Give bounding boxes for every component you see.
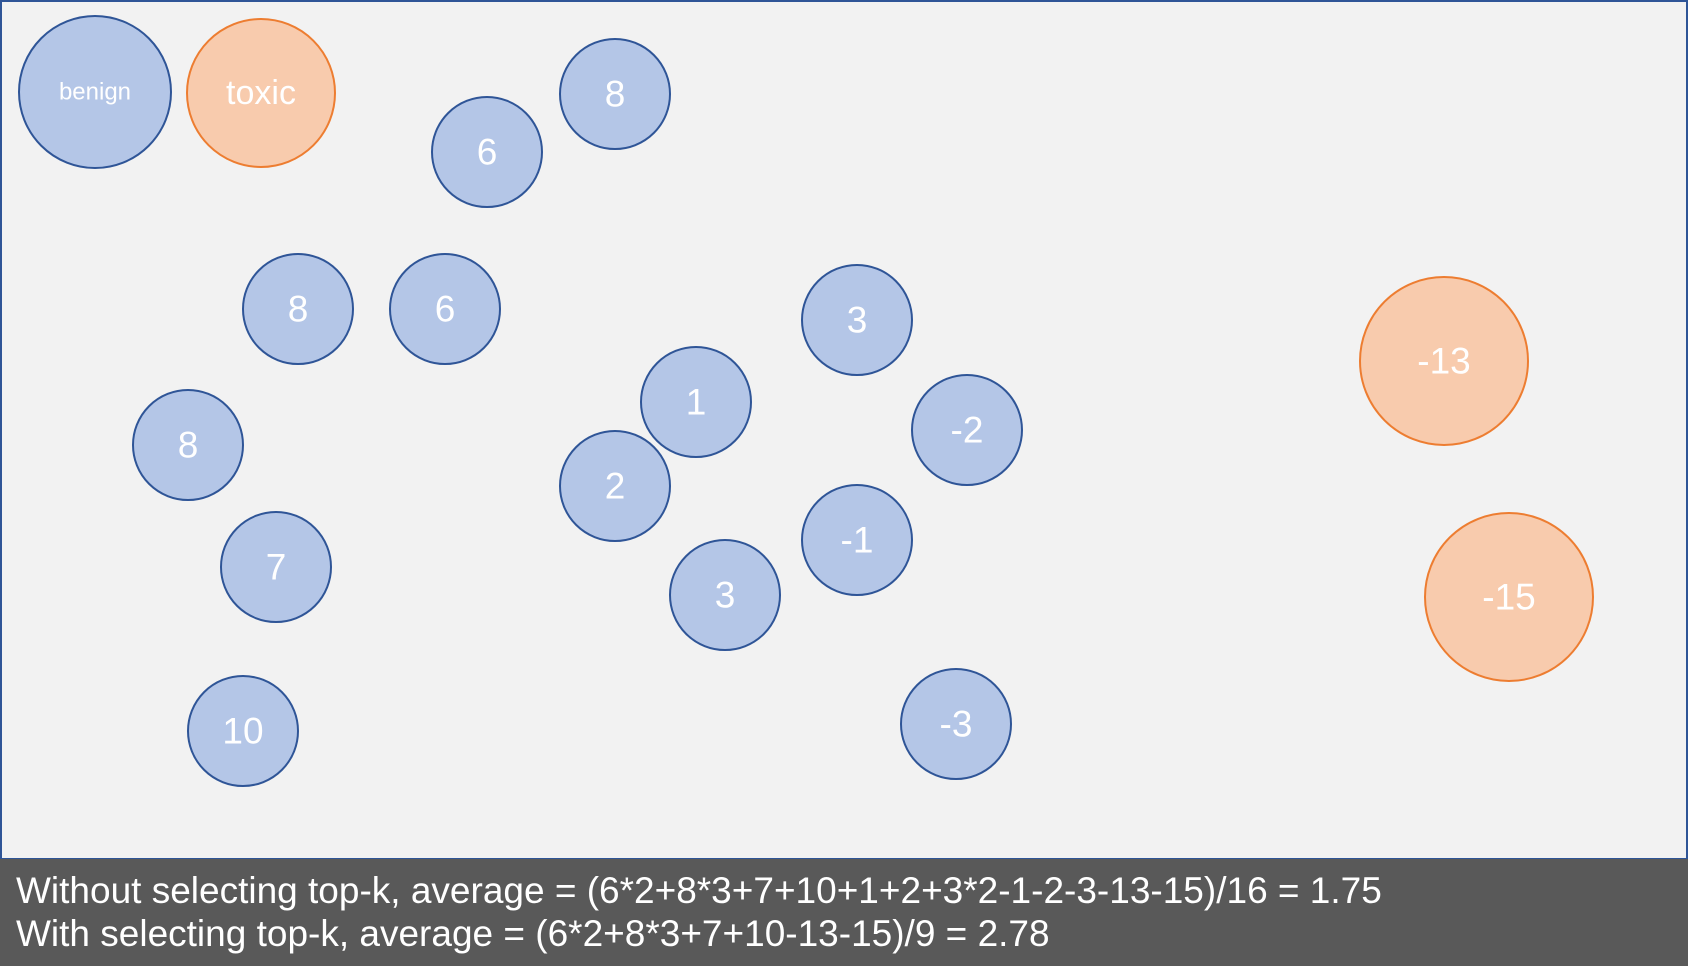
score-node-label: -2	[951, 410, 984, 451]
score-node-label: 10	[222, 711, 263, 752]
score-node-circle	[220, 511, 332, 623]
score-node-circle	[669, 539, 781, 651]
score-node: 6	[389, 253, 501, 365]
score-node-label: 3	[715, 575, 736, 616]
legend-benign-label: benign	[59, 79, 131, 106]
score-node-circle	[242, 253, 354, 365]
score-node: 8	[559, 38, 671, 150]
score-node-circle	[1424, 512, 1594, 682]
score-node: 6	[431, 96, 543, 208]
score-node: 2	[559, 430, 671, 542]
score-node: 10	[187, 675, 299, 787]
score-node-label: -1	[841, 520, 874, 561]
score-node-label: 8	[288, 289, 309, 330]
score-node-circle	[389, 253, 501, 365]
legend-benign-circle	[18, 15, 172, 169]
score-node-circle	[1359, 276, 1529, 446]
score-node-circle	[559, 38, 671, 150]
score-node: 3	[801, 264, 913, 376]
score-node-label: -13	[1417, 341, 1470, 382]
score-node: -3	[900, 668, 1012, 780]
score-node-label: -3	[940, 704, 973, 745]
legend-toxic-circle	[186, 18, 336, 168]
score-node: 8	[242, 253, 354, 365]
score-node-circle	[900, 668, 1012, 780]
score-node-label: 2	[605, 466, 626, 507]
score-node-label: 3	[847, 300, 868, 341]
score-node-label: 6	[435, 289, 456, 330]
score-node-circle	[132, 389, 244, 501]
score-node-circle	[559, 430, 671, 542]
score-node-circle	[911, 374, 1023, 486]
score-node-label: 8	[605, 74, 626, 115]
score-node: -1	[801, 484, 913, 596]
score-node-label: 8	[178, 425, 199, 466]
legend-toxic-label: toxic	[226, 74, 296, 112]
score-node: -2	[911, 374, 1023, 486]
score-node-toxic: -15	[1424, 512, 1594, 682]
score-node-label: 7	[266, 547, 287, 588]
score-node: 8	[132, 389, 244, 501]
score-node-circle	[431, 96, 543, 208]
score-node: 7	[220, 511, 332, 623]
score-node: 1	[640, 346, 752, 458]
score-node-toxic: -13	[1359, 276, 1529, 446]
score-node-label: 6	[477, 132, 498, 173]
score-node-circle	[187, 675, 299, 787]
score-node-circle	[801, 484, 913, 596]
score-node-circle	[801, 264, 913, 376]
legend-benign: benign	[18, 15, 172, 169]
caption-line-with-topk: With selecting top-k, average = (6*2+8*3…	[16, 913, 1050, 954]
caption-line-without-topk: Without selecting top-k, average = (6*2+…	[16, 870, 1382, 911]
legend-toxic: toxic	[186, 18, 336, 168]
score-node-label: -15	[1482, 577, 1535, 618]
score-node-circle	[640, 346, 752, 458]
caption-bar	[0, 859, 1688, 966]
score-node-label: 1	[686, 382, 707, 423]
score-node: 3	[669, 539, 781, 651]
